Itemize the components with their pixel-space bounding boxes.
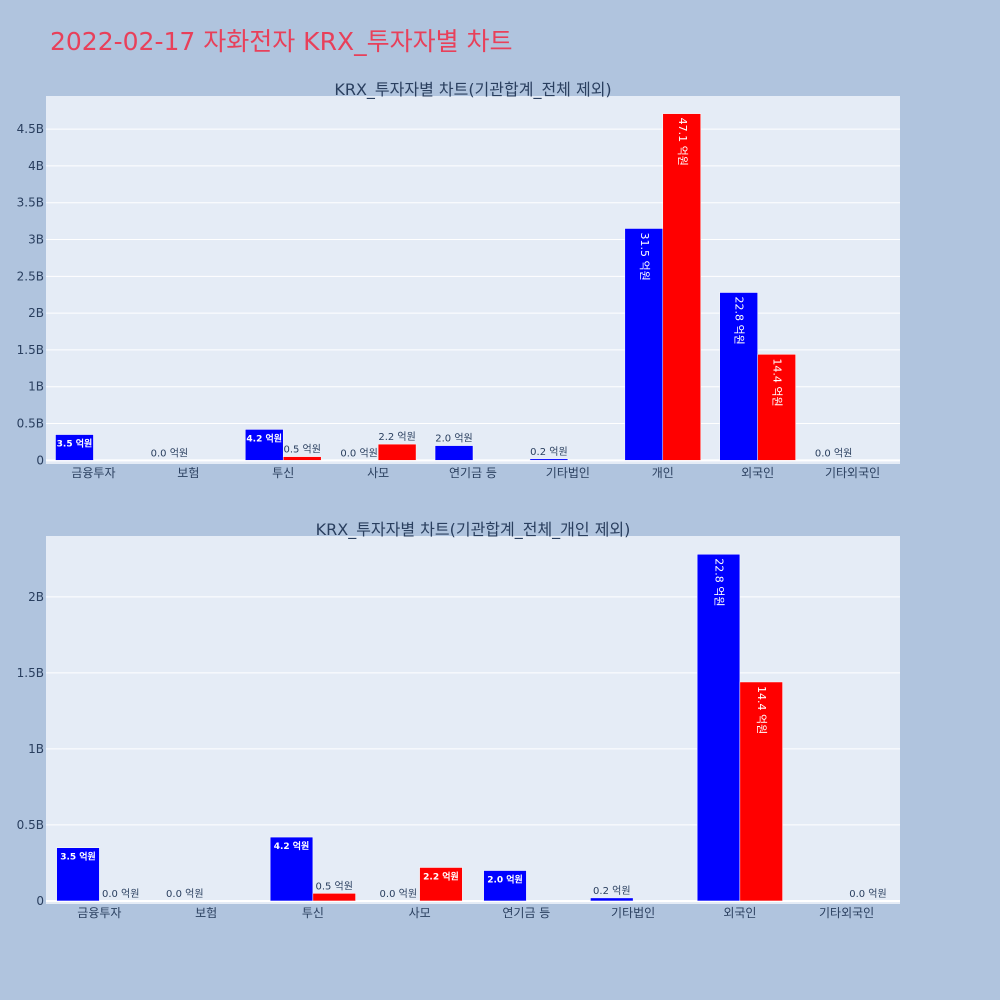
bar-data-label: 0.0 억원 (380, 888, 417, 900)
page-title: 2022-02-17 자화전자 KRX_투자자별 차트 (50, 27, 513, 56)
y-tick-label: 1.5B (17, 343, 44, 357)
bar-data-label: 0.0 억원 (815, 447, 852, 459)
bar (419, 867, 463, 902)
y-tick-label: 2B (28, 590, 44, 604)
y-tick-label: 0.5B (17, 818, 44, 832)
bar (662, 113, 701, 461)
x-tick-label: 기타외국인 (825, 466, 880, 480)
x-tick-label: 기타외국인 (819, 906, 874, 920)
bar (245, 429, 284, 461)
x-tick-label: 투신 (302, 906, 324, 920)
bar (696, 553, 741, 902)
y-tick-label: 2B (28, 306, 44, 320)
x-tick-label: 외국인 (723, 906, 756, 920)
y-tick-label: 0.5B (17, 417, 44, 431)
bar-data-label: 14.4 억원 (771, 358, 784, 406)
y-tick-label: 2.5B (17, 269, 44, 283)
bar (312, 893, 356, 902)
bar-data-label: 22.8 억원 (713, 558, 726, 606)
bar-data-label: 3.5 억원 (60, 851, 96, 863)
bar-data-label: 0.5 억원 (283, 444, 320, 456)
bar-data-label: 0.0 억원 (340, 447, 377, 459)
bar-data-label: 0.0 억원 (151, 447, 188, 459)
chart-panel-2: 0 0.5B 1B 1.5B 2B KRX_투자자별 차트(기관합계_전체_개인 제외) 금… (17, 520, 900, 920)
bar (719, 292, 758, 461)
bar-data-label: 0.2 억원 (593, 885, 630, 897)
bar (590, 897, 634, 902)
bar-data-label: 4.2 억원 (246, 432, 282, 444)
bar-data-label: 0.2 억원 (530, 446, 567, 458)
bar-data-label: 2.2 억원 (378, 431, 415, 443)
bar-data-label: 0.0 억원 (102, 888, 139, 900)
y-tick-label: 1B (28, 742, 44, 756)
y-tick-label: 3B (28, 233, 44, 247)
x-tick-label: 사모 (367, 466, 389, 480)
y-tick-label: 3.5B (17, 196, 44, 210)
x-tick-label: 보험 (195, 906, 217, 920)
bar-data-label: 0.0 억원 (166, 888, 203, 900)
bar-data-label: 14.4 억원 (755, 686, 768, 734)
y-tick-label: 0 (36, 453, 44, 467)
y-tick-label: 4.5B (17, 122, 44, 136)
bar-data-label: 0.5 억원 (315, 880, 352, 892)
y-tick-label: 0 (36, 894, 44, 908)
y-tick-label: 1.5B (17, 666, 44, 680)
x-tick-label: 기타법인 (546, 466, 590, 480)
x-tick-label: 사모 (409, 906, 431, 920)
bar-data-label: 3.5 억원 (57, 438, 93, 450)
bar (269, 836, 314, 902)
bar (739, 681, 783, 902)
chart-title: KRX_투자자별 차트(기관합계_전체_개인 제외) (316, 520, 631, 540)
bar (282, 456, 322, 461)
x-tick-label: 개인 (652, 466, 674, 480)
bar-data-label: 47.1 억원 (676, 118, 689, 166)
bar (55, 434, 94, 461)
x-tick-label: 금융투자 (77, 906, 121, 920)
x-tick-label: 보험 (177, 466, 199, 480)
bar-data-label: 4.2 억원 (274, 840, 310, 852)
bar (483, 870, 527, 902)
x-tick-label: 연기금 등 (449, 466, 497, 480)
bar (434, 445, 474, 461)
bar-data-label: 2.2 억원 (423, 871, 459, 883)
bar-data-label: 2.0 억원 (487, 874, 523, 886)
bar (377, 443, 417, 461)
chart-panel-1: 0 0.5B 1B 1.5B 2B 2.5B 3B 3.5B 4B 4.5B KRX_투자자별 차트… (17, 80, 900, 480)
x-tick-label: 연기금 등 (502, 906, 550, 920)
y-tick-label: 4B (28, 159, 44, 173)
chart-title: KRX_투자자별 차트(기관합계_전체 제외) (334, 80, 611, 100)
x-tick-label: 금융투자 (71, 466, 115, 480)
bar (529, 458, 569, 461)
bar (56, 847, 100, 902)
bar-data-label: 22.8 억원 (733, 297, 746, 345)
x-tick-label: 외국인 (741, 466, 774, 480)
bar (624, 228, 664, 461)
bar-data-label: 31.5 억원 (638, 232, 651, 280)
x-tick-label: 투신 (272, 466, 294, 480)
bar-data-label: 0.0 억원 (849, 888, 886, 900)
y-tick-label: 1B (28, 380, 44, 394)
bar (757, 354, 796, 461)
bar-data-label: 2.0 억원 (435, 433, 472, 445)
x-tick-label: 기타법인 (611, 906, 655, 920)
